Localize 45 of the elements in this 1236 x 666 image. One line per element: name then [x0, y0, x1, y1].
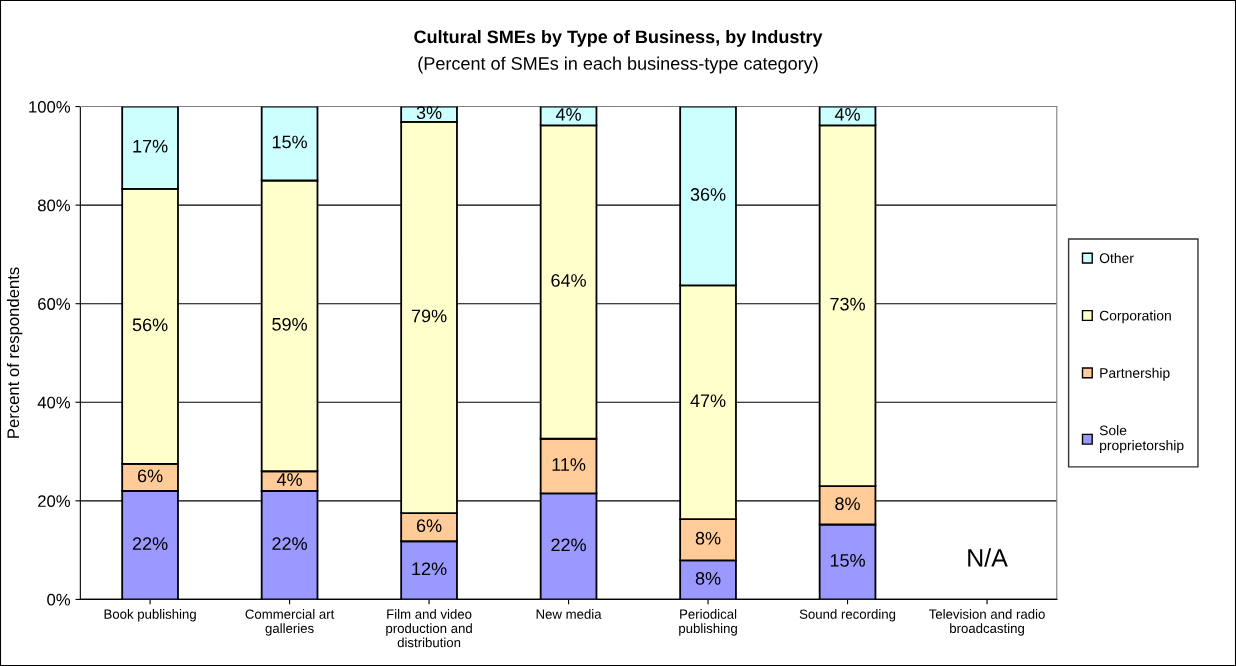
data-label: 3%: [416, 106, 442, 120]
annotation: N/A: [968, 548, 1008, 567]
data-label: 47%: [690, 394, 726, 408]
y-axis-title: Percent of respondents: [6, 267, 23, 438]
data-label: 73%: [830, 297, 865, 311]
y-tick-label: 80%: [37, 199, 71, 212]
x-tick-label: New media: [536, 609, 602, 619]
chart-title: Cultural SMEs by Type of Business, by Industry: [414, 29, 823, 47]
x-tick-label: Periodical publishing: [679, 609, 737, 636]
legend-label: Partnership: [1100, 367, 1170, 381]
y-tick-label: 40%: [37, 396, 71, 409]
data-label: 8%: [695, 531, 721, 545]
data-label: 22%: [132, 537, 168, 550]
x-tick-label: Film and video production and distribution: [386, 609, 472, 648]
data-label: 15%: [272, 135, 307, 149]
data-label: 64%: [551, 274, 586, 287]
data-label: 8%: [695, 571, 721, 585]
data-label: 22%: [272, 537, 307, 550]
y-tick-label: 20%: [38, 495, 71, 508]
y-tick-label: 0%: [47, 593, 71, 606]
chart-subtitle: (Percent of SMEs in each business-type category): [418, 56, 818, 74]
data-label: 4%: [834, 108, 860, 121]
data-label: 15%: [830, 554, 865, 567]
data-label: 17%: [133, 139, 168, 153]
legend-label: Corporation: [1099, 310, 1171, 324]
data-label: 6%: [137, 469, 163, 483]
data-label: 79%: [411, 309, 447, 323]
data-label: 4%: [276, 473, 302, 486]
data-label: 8%: [835, 497, 860, 511]
legend-label: Sole proprietorship: [1099, 425, 1184, 454]
y-tick-label: 100%: [29, 100, 71, 113]
data-label: 11%: [552, 458, 586, 471]
x-tick-label: Television and radio broadcasting: [929, 609, 1045, 636]
x-tick-label: Book publishing: [104, 609, 196, 622]
data-label: 36%: [690, 188, 726, 201]
legend-label: Other: [1099, 252, 1134, 264]
data-label: 4%: [555, 108, 581, 121]
data-label: 59%: [272, 317, 307, 331]
data-label: 12%: [412, 562, 447, 576]
x-tick-label: Sound recording: [799, 609, 896, 622]
x-tick-label: Commercial art galleries: [245, 609, 335, 636]
data-label: 22%: [551, 538, 586, 552]
y-tick-label: 60%: [38, 298, 71, 310]
data-label: 6%: [416, 519, 442, 533]
data-label: 56%: [132, 318, 168, 332]
